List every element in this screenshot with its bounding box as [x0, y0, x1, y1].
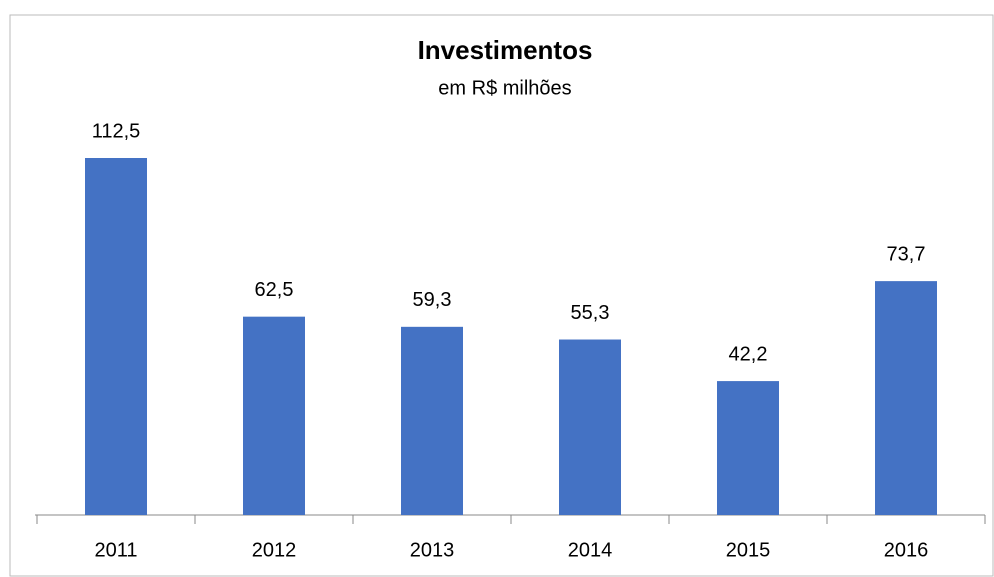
data-label: 42,2 — [729, 343, 768, 365]
bar — [243, 316, 305, 515]
chart-frame — [9, 14, 994, 577]
chart-title: Investimentos — [418, 35, 593, 65]
x-tick-label: 2014 — [568, 539, 613, 561]
bar — [717, 381, 779, 515]
data-label: 55,3 — [571, 302, 610, 324]
data-label: 62,5 — [255, 279, 294, 301]
bar — [875, 281, 937, 515]
bar — [85, 158, 147, 515]
x-tick-label: 2011 — [94, 539, 137, 561]
data-label: 59,3 — [413, 289, 452, 311]
x-tick-label: 2016 — [884, 539, 929, 561]
x-tick-label: 2015 — [726, 539, 771, 561]
x-tick-label: 2012 — [252, 539, 297, 561]
bar — [559, 339, 621, 515]
chart-subtitle: em R$ milhões — [438, 77, 571, 99]
data-label: 112,5 — [92, 120, 141, 142]
bar — [401, 326, 463, 515]
data-label: 73,7 — [887, 243, 926, 265]
x-tick-label: 2013 — [410, 539, 455, 561]
